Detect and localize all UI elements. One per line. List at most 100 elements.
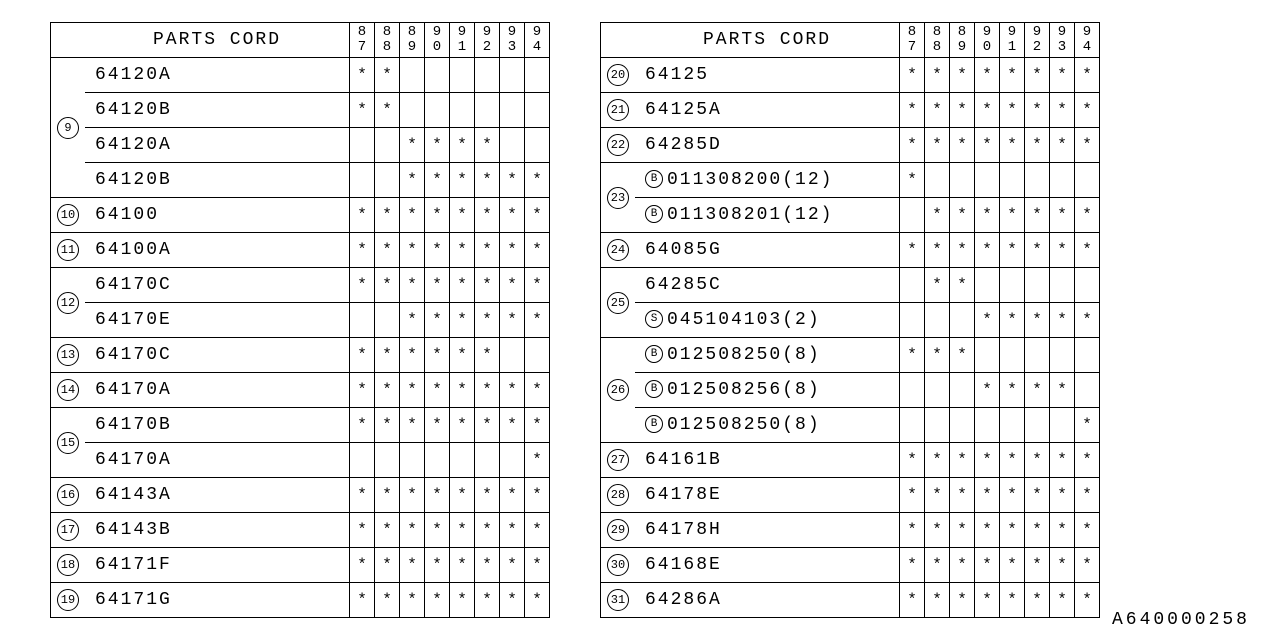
mark-cell: * (450, 583, 475, 618)
mark-cell: * (1075, 198, 1100, 233)
mark-cell: * (950, 513, 975, 548)
table-row: 1164100A******** (51, 233, 550, 268)
part-code-text: 64125 (645, 65, 709, 85)
table-row: 64120B****** (51, 163, 550, 198)
table-row: 3164286A******** (601, 583, 1100, 618)
table-row: 26B012508250(8)*** (601, 338, 1100, 373)
mark-cell: * (475, 373, 500, 408)
row-index: 15 (51, 408, 86, 478)
circled-index: 23 (607, 187, 629, 209)
part-code-text: 012508256(8) (667, 380, 821, 400)
mark-cell: * (950, 233, 975, 268)
part-code-text: 64120A (95, 135, 172, 155)
table-row: 2264285D******** (601, 128, 1100, 163)
row-index: 14 (51, 373, 86, 408)
mark-cell: * (350, 373, 375, 408)
mark-cell: * (950, 128, 975, 163)
mark-cell: * (500, 198, 525, 233)
mark-cell (525, 93, 550, 128)
mark-cell: * (1075, 93, 1100, 128)
mark-cell: * (1000, 128, 1025, 163)
mark-cell: * (350, 408, 375, 443)
table-row: 2864178E******** (601, 478, 1100, 513)
part-code: 64286A (635, 583, 900, 618)
mark-cell: * (950, 268, 975, 303)
table-row: 2064125******** (601, 58, 1100, 93)
mark-cell: * (475, 128, 500, 163)
prefix-letter: B (645, 170, 663, 188)
mark-cell (375, 303, 400, 338)
part-code: 64143A (85, 478, 350, 513)
row-index: 22 (601, 128, 636, 163)
part-code: 64120A (85, 58, 350, 93)
mark-cell (450, 443, 475, 478)
part-code: 64170C (85, 268, 350, 303)
mark-cell (475, 93, 500, 128)
mark-cell: * (1050, 548, 1075, 583)
tables-container: PARTS CORD8788899091929394964120A**64120… (0, 0, 1280, 618)
row-index: 12 (51, 268, 86, 338)
row-index: 18 (51, 548, 86, 583)
header-year: 94 (525, 23, 550, 58)
part-code-text: 045104103(2) (667, 310, 821, 330)
table-row: 2164125A******** (601, 93, 1100, 128)
mark-cell: * (350, 513, 375, 548)
part-code: 64125 (635, 58, 900, 93)
part-code: 64178H (635, 513, 900, 548)
table-row: 1864171F******** (51, 548, 550, 583)
circled-index: 15 (57, 432, 79, 454)
mark-cell: * (900, 583, 925, 618)
prefix-letter: B (645, 380, 663, 398)
mark-cell: * (1050, 513, 1075, 548)
part-code-text: 011308200(12) (667, 170, 833, 190)
mark-cell: * (1050, 478, 1075, 513)
mark-cell (1050, 163, 1075, 198)
mark-cell: * (450, 268, 475, 303)
mark-cell: * (1000, 303, 1025, 338)
part-code: 64143B (85, 513, 350, 548)
header-year: 87 (350, 23, 375, 58)
mark-cell: * (1025, 373, 1050, 408)
mark-cell: * (525, 198, 550, 233)
mark-cell (900, 303, 925, 338)
mark-cell (900, 268, 925, 303)
table-row: 3064168E******** (601, 548, 1100, 583)
mark-cell (500, 338, 525, 373)
part-code: 64120A (85, 128, 350, 163)
part-code-text: 64100 (95, 205, 159, 225)
mark-cell: * (1025, 93, 1050, 128)
mark-cell: * (400, 233, 425, 268)
table-row: 1564170B******** (51, 408, 550, 443)
header-year: 89 (400, 23, 425, 58)
mark-cell: * (425, 373, 450, 408)
circled-index: 24 (607, 239, 629, 261)
mark-cell: * (950, 198, 975, 233)
mark-cell: * (350, 58, 375, 93)
mark-cell: * (425, 233, 450, 268)
mark-cell: * (525, 303, 550, 338)
mark-cell: * (950, 478, 975, 513)
parts-table-right: PARTS CORD87888990919293942064125*******… (600, 22, 1100, 618)
mark-cell: * (1075, 478, 1100, 513)
mark-cell (1000, 163, 1025, 198)
mark-cell: * (375, 408, 400, 443)
part-code-text: 64178H (645, 520, 722, 540)
circled-index: 31 (607, 589, 629, 611)
mark-cell: * (1075, 408, 1100, 443)
mark-cell: * (1000, 478, 1025, 513)
mark-cell: * (500, 583, 525, 618)
mark-cell (925, 163, 950, 198)
mark-cell: * (975, 583, 1000, 618)
mark-cell: * (450, 163, 475, 198)
part-code-text: 64286A (645, 590, 722, 610)
mark-cell: * (975, 58, 1000, 93)
mark-cell: * (450, 338, 475, 373)
mark-cell (500, 93, 525, 128)
mark-cell: * (475, 478, 500, 513)
mark-cell: * (375, 338, 400, 373)
mark-cell: * (1025, 303, 1050, 338)
mark-cell (450, 58, 475, 93)
mark-cell (1075, 373, 1100, 408)
mark-cell: * (475, 198, 500, 233)
mark-cell: * (350, 233, 375, 268)
